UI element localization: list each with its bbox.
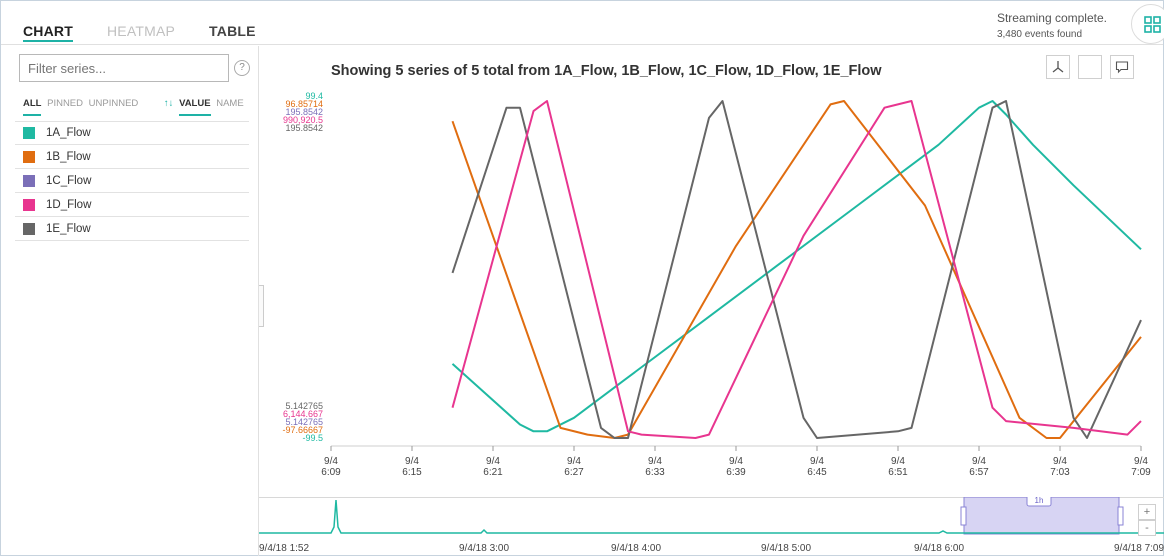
sort-row: ALL PINNED UNPINNED ↑↓ VALUE NAME: [23, 98, 247, 109]
time-brush[interactable]: 1h 9/4/18 1:52 9/4/18 3:00 9/4/18 4:00 9/4/1…: [259, 497, 1164, 556]
blank-option-button[interactable]: [1078, 55, 1102, 79]
x-tick-label: 9/4 6:21: [483, 456, 503, 478]
x-tick-label: 9/4 6:39: [726, 456, 746, 478]
x-tick-label: 9/4 6:15: [402, 456, 422, 478]
series-list: 1A_Flow 1B_Flow 1C_Flow 1D_Flow 1E_Flow: [15, 121, 249, 241]
x-tick-label: 9/4 7:03: [1050, 456, 1070, 478]
series-item-1d-flow[interactable]: 1D_Flow: [15, 193, 249, 217]
brush-time-label: 9/4/18 7:09: [1114, 543, 1164, 554]
y-min-label: 6,144.667: [283, 409, 323, 419]
series-item-1e-flow[interactable]: 1E_Flow: [15, 217, 249, 241]
brush-handle-right: [1117, 506, 1124, 526]
y-min-label: 5.142765: [285, 401, 323, 411]
series-item-1b-flow[interactable]: 1B_Flow: [15, 145, 249, 169]
series-line-1d-flow: [451, 100, 1142, 439]
y-max-label: 99.4: [305, 91, 323, 101]
x-tick-label: 9/4 6:27: [564, 456, 584, 478]
comment-icon: [1115, 61, 1129, 74]
x-tick-label: 9/4 7:09: [1131, 456, 1151, 478]
y-max-label: 195.8542: [285, 123, 323, 133]
brush-time-label: 9/4/18 3:00: [459, 543, 509, 554]
y-min-label: -97.66667: [282, 425, 323, 435]
x-tick-label: 9/4 6:09: [321, 456, 341, 478]
zoom-in-button[interactable]: +: [1138, 504, 1156, 520]
axis-options-button[interactable]: [1046, 55, 1070, 79]
status-message: Streaming complete.: [996, 11, 1107, 25]
brush-window-badge: [1026, 497, 1052, 507]
tab-table[interactable]: TABLE: [209, 23, 256, 39]
series-item-1c-flow[interactable]: 1C_Flow: [15, 169, 249, 193]
filter-pinned[interactable]: PINNED: [47, 98, 84, 109]
grid-icon: [1144, 16, 1161, 33]
stream-status: Streaming complete. 3,480 events found: [997, 11, 1107, 40]
chart-title: Showing 5 series of 5 total from 1A_Flow…: [331, 63, 882, 79]
x-tick-label: 9/4 6:51: [888, 456, 908, 478]
brush-overview-line: [259, 499, 1164, 534]
y-max-label: 990,920.5: [283, 115, 323, 125]
series-swatch: [23, 222, 35, 235]
x-tick-label: 9/4 6:33: [645, 456, 665, 478]
x-tick-label: 9/4 6:57: [969, 456, 989, 478]
series-line-1a-flow: [451, 100, 1142, 433]
y-max-label: 195.8542: [285, 107, 323, 117]
sort-direction-icon[interactable]: ↑↓: [163, 98, 174, 109]
filter-unpinned[interactable]: UNPINNED: [88, 98, 139, 109]
brush-time-label: 9/4/18 1:52: [259, 543, 309, 554]
view-tabs: CHART HEATMAP TABLE: [23, 1, 290, 45]
sort-by-value[interactable]: VALUE: [179, 98, 211, 109]
filter-series-input[interactable]: [19, 54, 229, 82]
y-min-label: 5.142765: [285, 417, 323, 427]
panel-collapse-handle[interactable]: [259, 285, 264, 327]
line-chart[interactable]: 9/4 6:09 9/4 6:15 9/4 6:21 9/4 6:27 9/4 6:33 9/4 6:…: [271, 86, 1151, 491]
brush-window-label: 1h: [1035, 497, 1044, 505]
brush-time-label: 9/4/18 5:00: [761, 543, 811, 554]
x-tick-label: 9/4 6:45: [807, 456, 827, 478]
series-swatch: [23, 150, 35, 163]
series-panel: ? ALL PINNED UNPINNED ↑↓ VALUE NAME 1A_F…: [1, 46, 259, 556]
series-label: 1A_Flow: [46, 127, 91, 139]
top-bar: CHART HEATMAP TABLE Streaming complete. …: [1, 1, 1164, 45]
help-icon[interactable]: ?: [234, 60, 250, 76]
series-item-1a-flow[interactable]: 1A_Flow: [15, 121, 249, 145]
series-label: 1C_Flow: [46, 174, 92, 187]
sort-by-name[interactable]: NAME: [216, 98, 244, 109]
zoom-out-button[interactable]: -: [1138, 520, 1156, 536]
annotation-button[interactable]: [1110, 55, 1134, 79]
brush-time-label: 9/4/18 6:00: [914, 543, 964, 554]
series-swatch: [23, 127, 35, 139]
series-swatch: [23, 174, 35, 187]
series-label: 1E_Flow: [46, 222, 91, 235]
y-min-label: -99.5: [302, 433, 323, 443]
series-swatch: [23, 198, 35, 211]
tab-chart[interactable]: CHART: [23, 1, 73, 45]
brush-handle-left: [960, 506, 967, 526]
chart-toolbar: [1046, 55, 1142, 79]
axis-icon: [1052, 61, 1064, 73]
event-count: 3,480 events found: [996, 29, 1083, 40]
tab-heatmap[interactable]: HEATMAP: [107, 23, 176, 39]
series-line-1e-flow: [451, 100, 1142, 439]
y-max-label: 96.85714: [285, 99, 323, 109]
series-line-1b-flow: [451, 100, 1142, 439]
brush-time-label: 9/4/18 4:00: [611, 543, 661, 554]
series-label: 1D_Flow: [46, 198, 92, 211]
filter-all[interactable]: ALL: [23, 98, 42, 109]
series-label: 1B_Flow: [46, 150, 91, 163]
layout-grid-button[interactable]: [1131, 4, 1164, 44]
